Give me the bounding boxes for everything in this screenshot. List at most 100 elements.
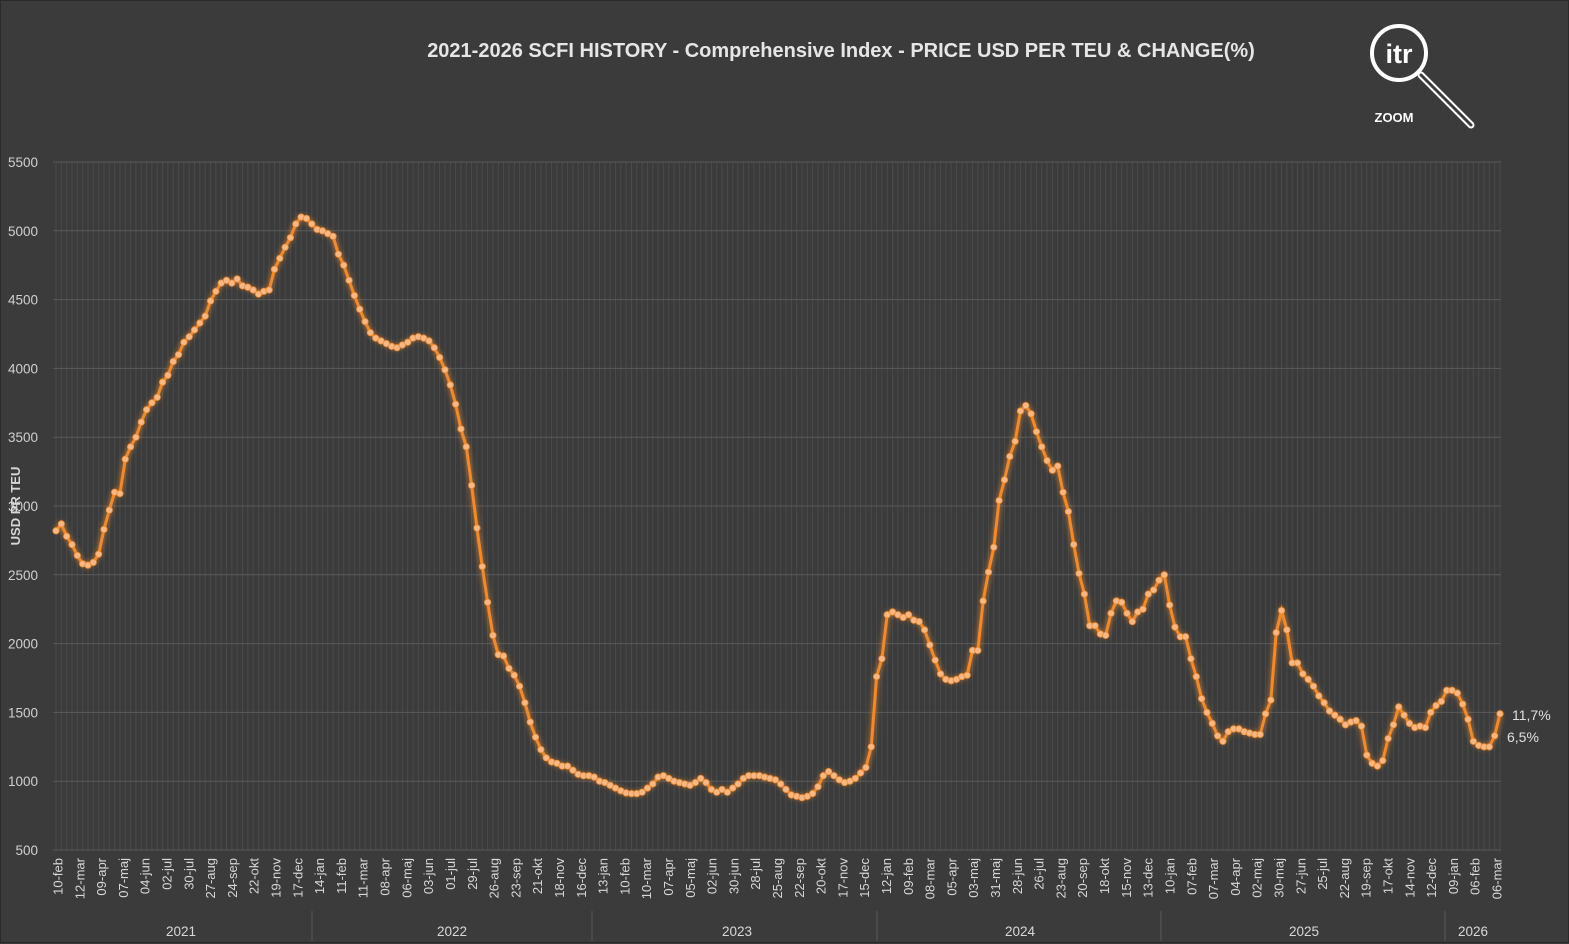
x-tick-label: 15-nov [1119, 858, 1134, 898]
data-point [526, 718, 534, 726]
data-point [249, 286, 257, 294]
data-point [105, 506, 113, 514]
y-tick-label: 2500 [8, 568, 38, 583]
x-tick-label: 04-apr [1228, 857, 1243, 895]
data-point [723, 788, 731, 796]
data-point [1070, 540, 1078, 549]
x-tick-label: 12-jan [879, 858, 894, 894]
logo-caption: ZOOM [1375, 110, 1414, 125]
data-point [1373, 762, 1382, 770]
data-point [734, 780, 742, 788]
data-point [1128, 617, 1136, 626]
data-point [1032, 428, 1041, 436]
data-point [270, 265, 279, 273]
year-label: 2023 [722, 924, 752, 939]
data-point [174, 351, 183, 359]
x-tick-label: 14-jan [312, 858, 327, 894]
data-point [1006, 452, 1014, 461]
data-point [702, 778, 710, 787]
x-tick-label: 10-jan [1162, 858, 1177, 894]
data-point [649, 780, 657, 788]
data-point [212, 287, 220, 295]
data-point [1198, 695, 1206, 703]
end-labels: 11,7% 6,5% [1507, 707, 1551, 745]
data-point [819, 772, 827, 780]
x-tick-label: 22-sep [792, 858, 807, 898]
x-tick-label: 04-jun [138, 858, 153, 894]
data-point [1059, 488, 1067, 496]
data-point [436, 353, 444, 361]
x-tick-label: 30-jun [726, 858, 741, 894]
end-label-change-1: 11,7% [1512, 707, 1551, 723]
data-point [1336, 715, 1344, 723]
data-point [228, 279, 236, 287]
data-point [425, 337, 433, 345]
data-point [1144, 590, 1152, 598]
data-point [638, 788, 646, 796]
data-point [1064, 507, 1072, 516]
x-tick-label: 07-mar [1206, 857, 1221, 899]
data-point [196, 319, 204, 327]
data-point [1427, 708, 1435, 717]
data-point [1182, 633, 1190, 641]
data-point [158, 378, 167, 386]
end-label-change-2: 6,5% [1507, 729, 1539, 745]
y-tick-label: 500 [15, 843, 38, 858]
y-tick-label: 5000 [8, 224, 38, 239]
data-point [292, 220, 300, 228]
series-line [54, 215, 1502, 800]
x-tick-label: 05-apr [944, 857, 959, 895]
data-point [1320, 699, 1328, 707]
data-point [1325, 707, 1334, 715]
data-point [356, 305, 364, 313]
x-tick-label: 02-jun [705, 858, 720, 894]
year-label: 2022 [437, 924, 467, 939]
x-tick-label: 25-jul [1315, 858, 1330, 890]
y-tick-label: 3500 [8, 430, 38, 445]
x-tick-label: 13-jan [596, 858, 611, 894]
data-point [1491, 732, 1499, 740]
x-tick-label: 06-mar [1490, 857, 1505, 899]
data-point [1171, 623, 1179, 631]
data-point [1261, 710, 1270, 718]
year-label: 2026 [1458, 924, 1488, 939]
data-point [308, 220, 316, 228]
x-tick-label: 30-maj [1271, 858, 1286, 898]
data-point [1054, 462, 1062, 470]
data-point [851, 774, 859, 783]
itr-zoom-logo[interactable]: itr ZOOM [1370, 24, 1475, 129]
data-point [867, 743, 875, 751]
data-point [1485, 743, 1493, 751]
logo-brand: itr [1386, 39, 1413, 69]
data-point [132, 433, 140, 441]
x-tick-label: 07-maj [116, 858, 131, 898]
data-point [89, 558, 97, 567]
data-point [1213, 732, 1222, 740]
x-tick-label: 05-maj [683, 858, 698, 898]
data-point [441, 366, 449, 374]
data-point [1155, 576, 1163, 584]
x-tick-label: 15-dec [857, 858, 872, 898]
data-point [233, 275, 241, 283]
data-point [190, 326, 199, 334]
data-point [830, 772, 838, 780]
data-point [121, 455, 129, 463]
data-point [1139, 605, 1147, 613]
data-point [1038, 443, 1046, 451]
x-tick-label: 31-maj [988, 858, 1003, 898]
y-axis-label: USD PR TEU [8, 467, 23, 546]
data-point [809, 789, 817, 798]
data-point [350, 291, 358, 300]
data-point [1208, 719, 1216, 728]
data-point [569, 766, 577, 774]
data-point [430, 344, 438, 352]
data-point [63, 532, 71, 540]
data-point [265, 286, 273, 294]
data-point [1043, 456, 1051, 465]
x-tick-label: 09-jan [1446, 858, 1461, 894]
x-tick-label: 11-feb [334, 858, 349, 894]
data-point [1469, 737, 1477, 745]
y-tick-label: 3000 [8, 499, 38, 514]
data-point [1016, 407, 1025, 415]
data-point [1283, 626, 1291, 634]
